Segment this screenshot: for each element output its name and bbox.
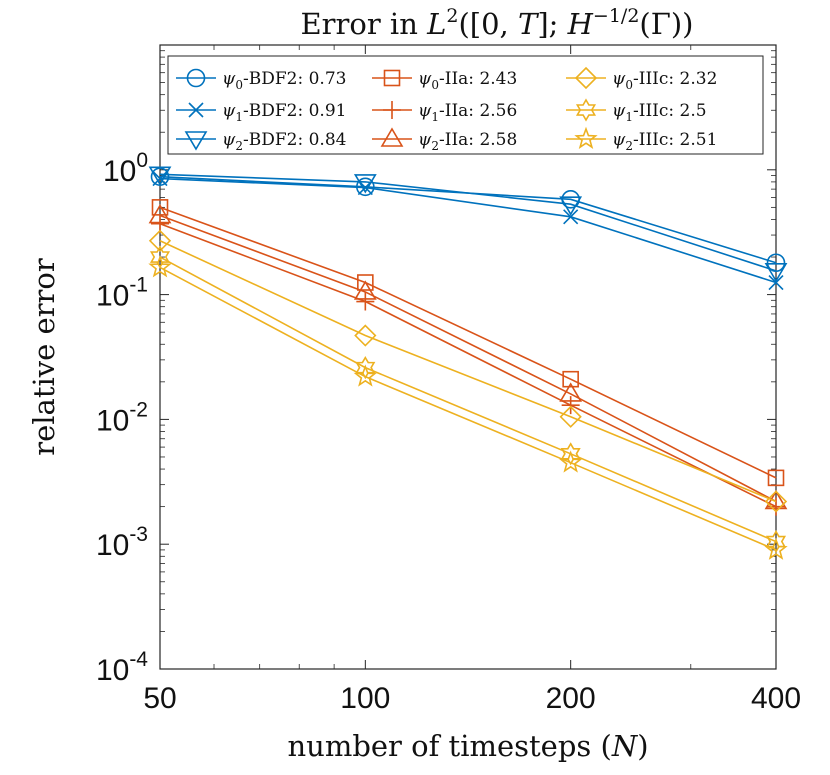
y-tick-label: 10-3 bbox=[96, 523, 148, 562]
x-tick-label: 50 bbox=[143, 682, 176, 715]
x-tick-label: 400 bbox=[751, 682, 801, 715]
y-tick-label: 10-1 bbox=[96, 274, 148, 313]
y-tick-label: 10-4 bbox=[96, 648, 148, 687]
y-tick-label: 100 bbox=[103, 149, 148, 188]
x-tick-label: 200 bbox=[546, 682, 596, 715]
x-axis-label: number of timesteps (N) bbox=[287, 729, 648, 763]
chart: Error in L2([0, T]; H−1/2(Γ)) 10-4 10-3 10… bbox=[0, 0, 830, 775]
y-tick-label: 10-2 bbox=[96, 398, 148, 437]
chart-title: Error in L2([0, T]; H−1/2(Γ)) bbox=[300, 5, 693, 41]
x-tick-label: 100 bbox=[340, 682, 390, 715]
y-axis-label: relative error bbox=[27, 258, 61, 456]
